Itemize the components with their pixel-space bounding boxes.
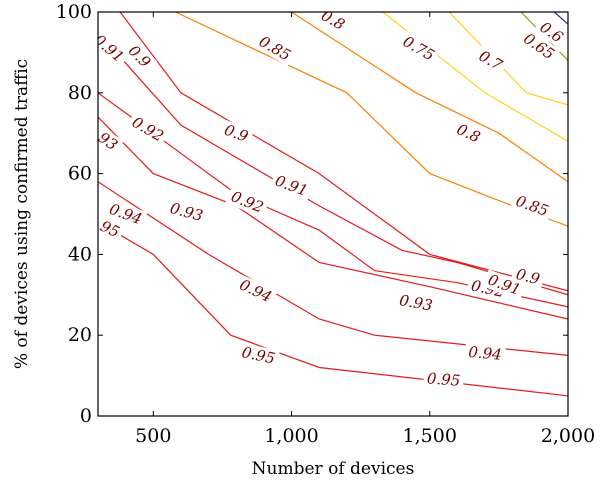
y-axis-label: % of devices using confirmed traffic [12,59,32,369]
contour-label-0-93-2: 0.93 [164,198,209,226]
contour-label-0-8-2: 0.8 [450,118,487,149]
y-axis-ticks: 0 20 40 60 80 100 [56,1,568,427]
contour-line-0-6 [553,12,568,25]
contour-label-0-85-2: 0.85 [510,190,554,222]
y-tick-label: 100 [56,1,92,23]
contour-label-0-75-1: 0.75 [396,30,441,67]
x-tick-label: 500 [135,425,171,447]
contour-label-text: 0.95 [426,369,461,389]
contour-label-0-93-3: 0.93 [394,290,438,316]
contour-label-0-85-1: 0.85 [253,30,297,67]
x-tick-label: 1,500 [403,425,457,447]
contour-line-0-93 [98,116,568,320]
x-axis-ticks: 500 1,000 1,500 2,000 [135,12,595,447]
y-tick-label: 40 [68,243,92,265]
contour-label-text: 0.94 [237,276,275,306]
contour-label-text: 0.95 [240,343,276,368]
contour-label-0-94-1: 0.94 [103,198,148,230]
contour-label-0-92-1: 0.92 [125,111,170,147]
contour-label-0-9-1: 0.9 [121,38,158,74]
contour-line-0-9 [119,12,568,292]
y-tick-label: 80 [68,82,92,104]
contour-label-text: 0.93 [168,199,205,225]
contour-line-0-95 [98,221,568,397]
contour-label-0-94-2: 0.94 [233,274,278,308]
contour-label-text: 0.92 [228,187,266,216]
x-tick-label: 2,000 [541,425,595,447]
contour-label-0-95-2: 0.95 [236,342,280,369]
contour-label-0-94-3: 0.94 [464,342,506,365]
contour-line-0-7 [448,12,568,106]
contour-label-text: 0.9 [514,265,542,289]
y-tick-label: 20 [68,324,92,346]
contour-label-text: 0.94 [468,343,503,364]
contour-label-0-91-2: 0.91 [269,170,314,201]
contour-line-0-94 [98,181,568,356]
contour-line-0-8 [291,12,568,183]
contour-line-0-91 [98,31,568,296]
contour-label-text: 0.91 [273,172,311,200]
contour-label-text: 0.93 [398,291,434,315]
y-tick-label: 0 [80,405,92,427]
contour-label-0-9-2: 0.9 [218,119,255,148]
x-tick-label: 1,000 [264,425,318,447]
contour-label-0-7-1: 0.7 [472,44,509,77]
x-axis-label: Number of devices [252,459,415,479]
contour-label-0-95-3: 0.95 [423,369,465,390]
contour-label-0-93-1: 0.93 [98,118,124,157]
contour-label-text: 0.85 [513,192,551,220]
y-tick-label: 60 [68,163,92,185]
contour-label-0-91-1: 0.91 [98,28,131,69]
contour-labels: 0.950.950.950.940.940.940.930.930.930.92… [98,12,568,390]
plot-frame [97,11,569,417]
contour-label-0-9-3: 0.9 [510,263,546,290]
